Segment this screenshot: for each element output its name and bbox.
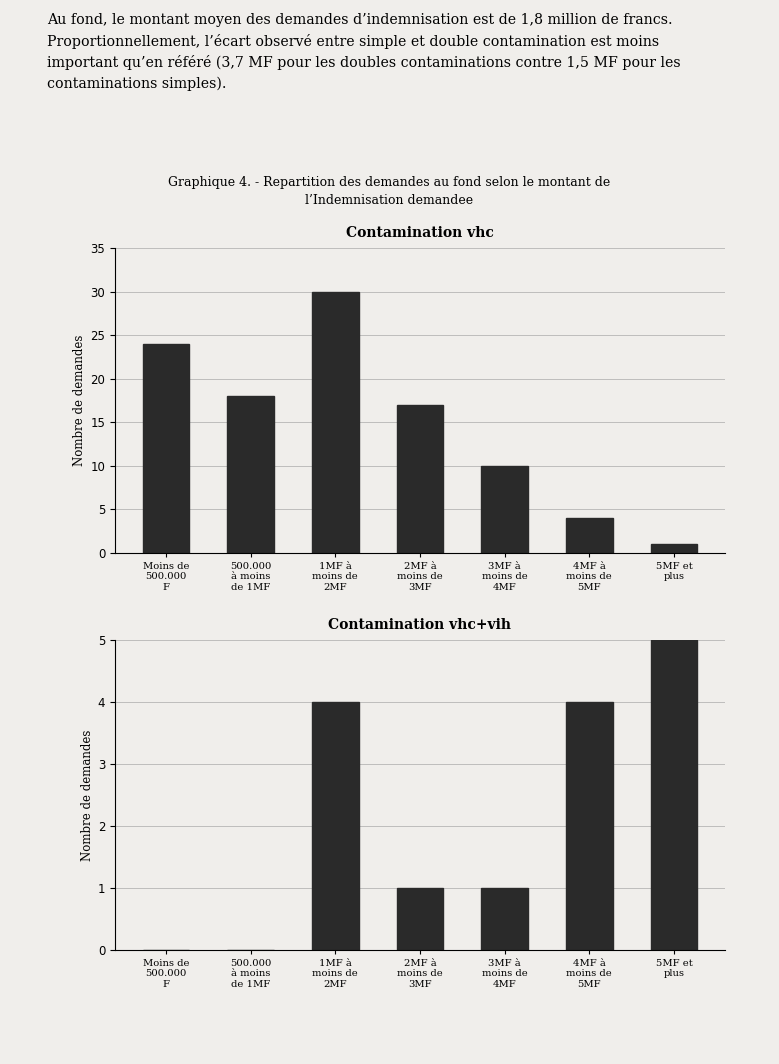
Bar [650, 545, 697, 553]
Title: Contamination vhc+vih: Contamination vhc+vih [329, 618, 512, 632]
Bar [227, 396, 274, 553]
Bar [566, 702, 612, 950]
Bar [397, 405, 443, 553]
Text: Au fond, le montant moyen des demandes d’indemnisation est de 1,8 million de fra: Au fond, le montant moyen des demandes d… [47, 13, 680, 92]
Bar [566, 518, 612, 553]
Bar [312, 292, 358, 553]
Bar [650, 641, 697, 950]
Bar [481, 466, 528, 553]
Title: Contamination vhc: Contamination vhc [346, 226, 494, 239]
Y-axis label: Nombre de demandes: Nombre de demandes [80, 729, 93, 861]
Text: Graphique 4. - Repartition des demandes au fond selon le montant de
l’Indemnisat: Graphique 4. - Repartition des demandes … [168, 177, 611, 207]
Bar [481, 888, 528, 950]
Bar [143, 344, 189, 553]
Bar [397, 888, 443, 950]
Bar [312, 702, 358, 950]
Y-axis label: Nombre de demandes: Nombre de demandes [73, 335, 86, 466]
